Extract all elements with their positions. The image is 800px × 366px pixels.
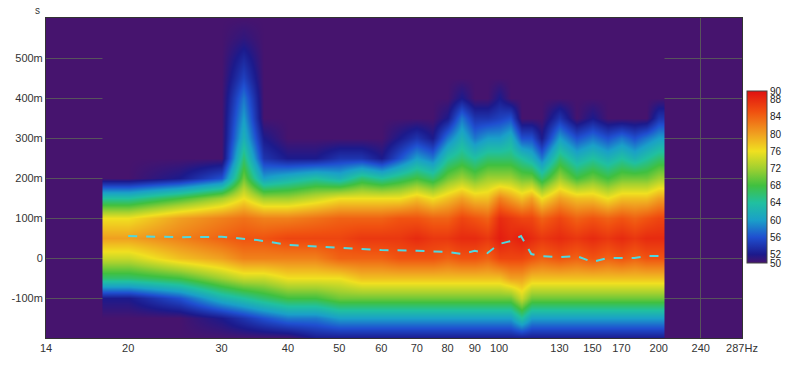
svg-text:s: s [35,5,40,16]
svg-text:60: 60 [375,342,387,354]
svg-text:200m: 200m [15,172,43,184]
svg-text:72: 72 [770,163,782,174]
svg-text:14: 14 [40,342,52,354]
svg-text:200: 200 [650,342,668,354]
svg-text:-100m: -100m [12,292,43,304]
svg-text:130: 130 [550,342,568,354]
svg-text:40: 40 [282,342,294,354]
svg-text:88: 88 [770,94,782,105]
svg-text:52: 52 [770,249,782,260]
svg-text:90: 90 [770,86,782,97]
svg-text:30: 30 [215,342,227,354]
svg-text:50: 50 [333,342,345,354]
svg-text:70: 70 [411,342,423,354]
svg-text:300m: 300m [15,132,43,144]
svg-text:56: 56 [770,232,782,243]
svg-text:50: 50 [770,258,782,269]
svg-text:64: 64 [770,197,782,208]
svg-text:80: 80 [770,129,782,140]
svg-text:100m: 100m [15,212,43,224]
svg-text:60: 60 [770,215,782,226]
svg-text:20: 20 [122,342,134,354]
svg-text:170: 170 [612,342,630,354]
svg-text:76: 76 [770,146,782,157]
svg-text:500m: 500m [15,52,43,64]
svg-text:80: 80 [442,342,454,354]
svg-text:100: 100 [490,342,508,354]
svg-text:400m: 400m [15,92,43,104]
svg-text:240: 240 [692,342,710,354]
svg-text:90: 90 [469,342,481,354]
svg-text:150: 150 [583,342,601,354]
svg-text:0: 0 [37,252,43,264]
svg-text:84: 84 [770,111,782,122]
svg-text:68: 68 [770,180,782,191]
svg-text:287Hz: 287Hz [726,342,758,354]
